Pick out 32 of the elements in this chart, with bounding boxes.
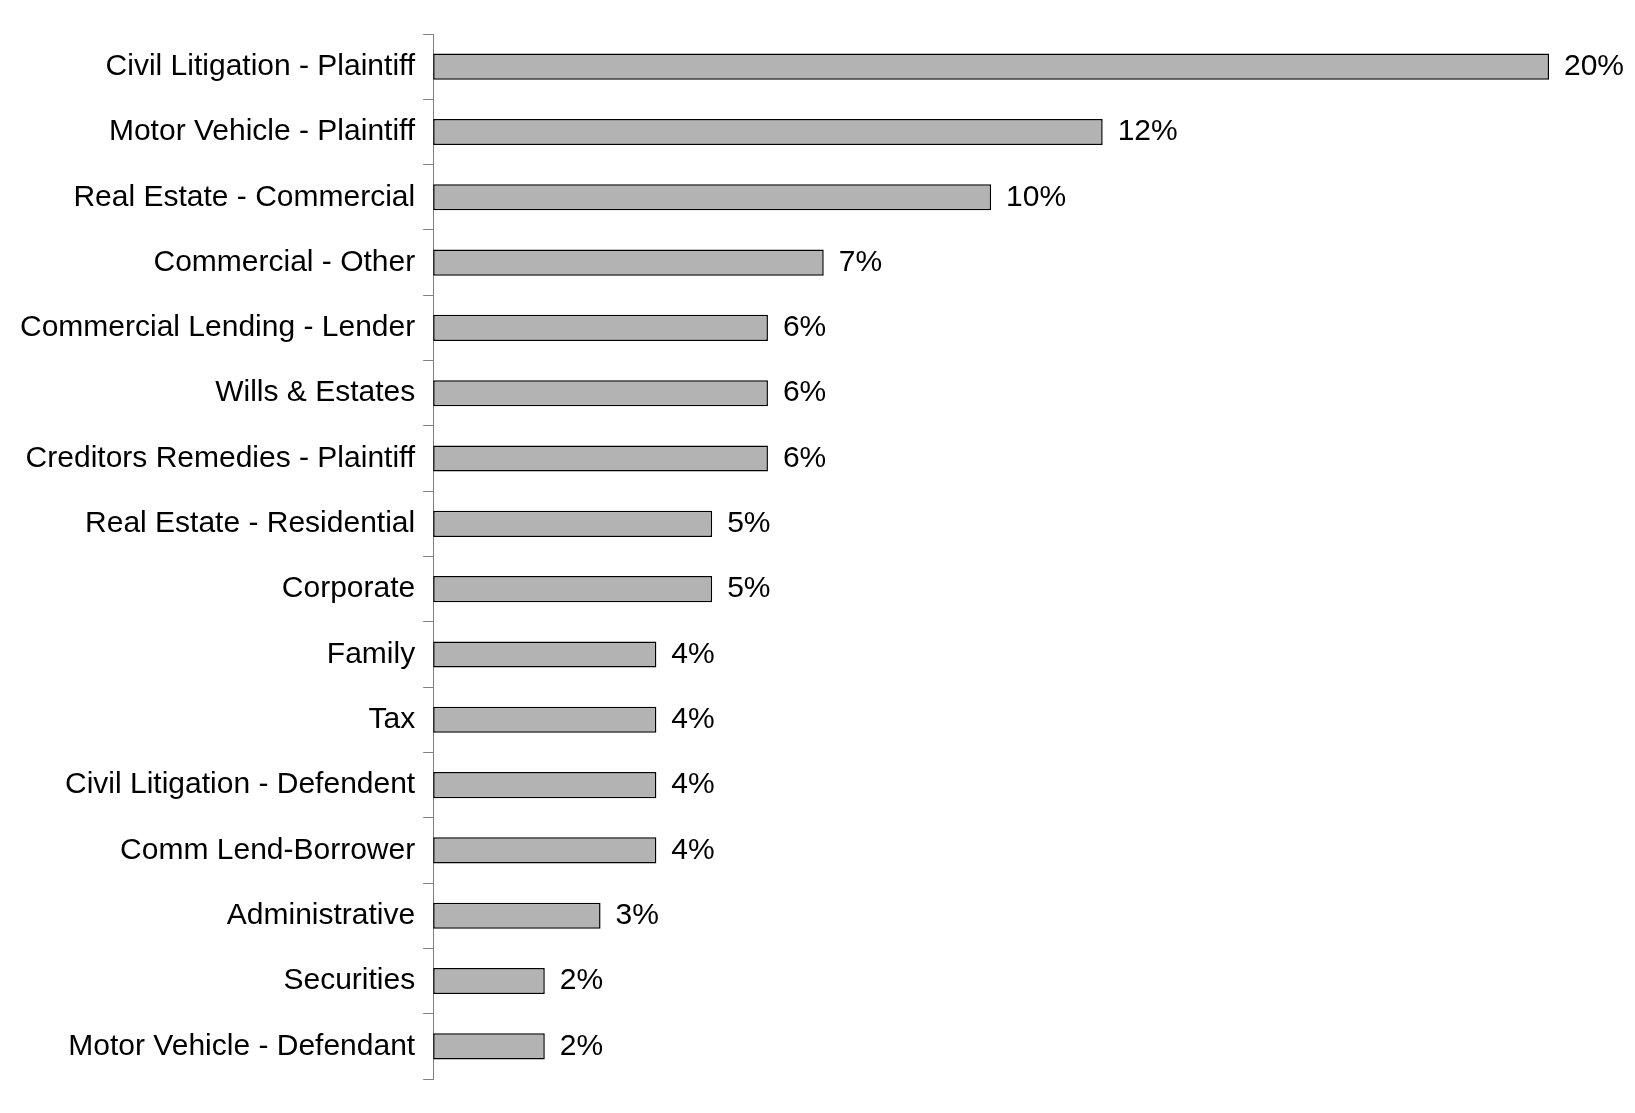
data-label: 6% [782,374,827,408]
data-label: 5% [727,505,771,539]
data-label: 7% [838,243,883,277]
data-label: 10% [1006,178,1067,212]
data-label: 4% [671,635,715,669]
data-label: 2% [559,962,604,996]
data-label: 4% [671,701,715,735]
data-label: 5% [727,570,771,604]
data-label: 20% [1564,47,1625,81]
y-tick-label: Wills & Estates [215,374,416,408]
y-tick-label: Comm Lend-Borrower [120,831,416,865]
y-tick-label: Motor Vehicle - Defendant [68,1027,416,1061]
y-tick-label: Commercial - Other [153,243,416,277]
y-tick-label: Motor Vehicle - Plaintiff [108,113,416,147]
data-label: 3% [615,896,659,930]
data-label: 4% [671,766,715,800]
y-tick-label: Commercial Lending - Lender [20,309,416,343]
y-tick-label: Real Estate - Residential [85,505,416,539]
y-tick-label: Creditors Remedies - Plaintiff [25,439,416,473]
data-label: 2% [559,1027,604,1061]
data-label: 4% [671,831,715,865]
y-tick-label: Civil Litigation - Defendent [65,766,416,800]
y-tick-label: Real Estate - Commercial [73,178,416,212]
data-label: 12% [1117,113,1178,147]
y-tick-label: Civil Litigation - Plaintiff [105,47,416,81]
y-tick-label: Administrative [226,896,416,930]
y-tick-label: Corporate [281,570,416,604]
y-tick-label: Tax [368,701,416,735]
y-tick-label: Securities [283,962,416,996]
data-label: 6% [782,439,827,473]
y-tick-label: Family [326,635,416,669]
data-label: 6% [782,309,827,343]
